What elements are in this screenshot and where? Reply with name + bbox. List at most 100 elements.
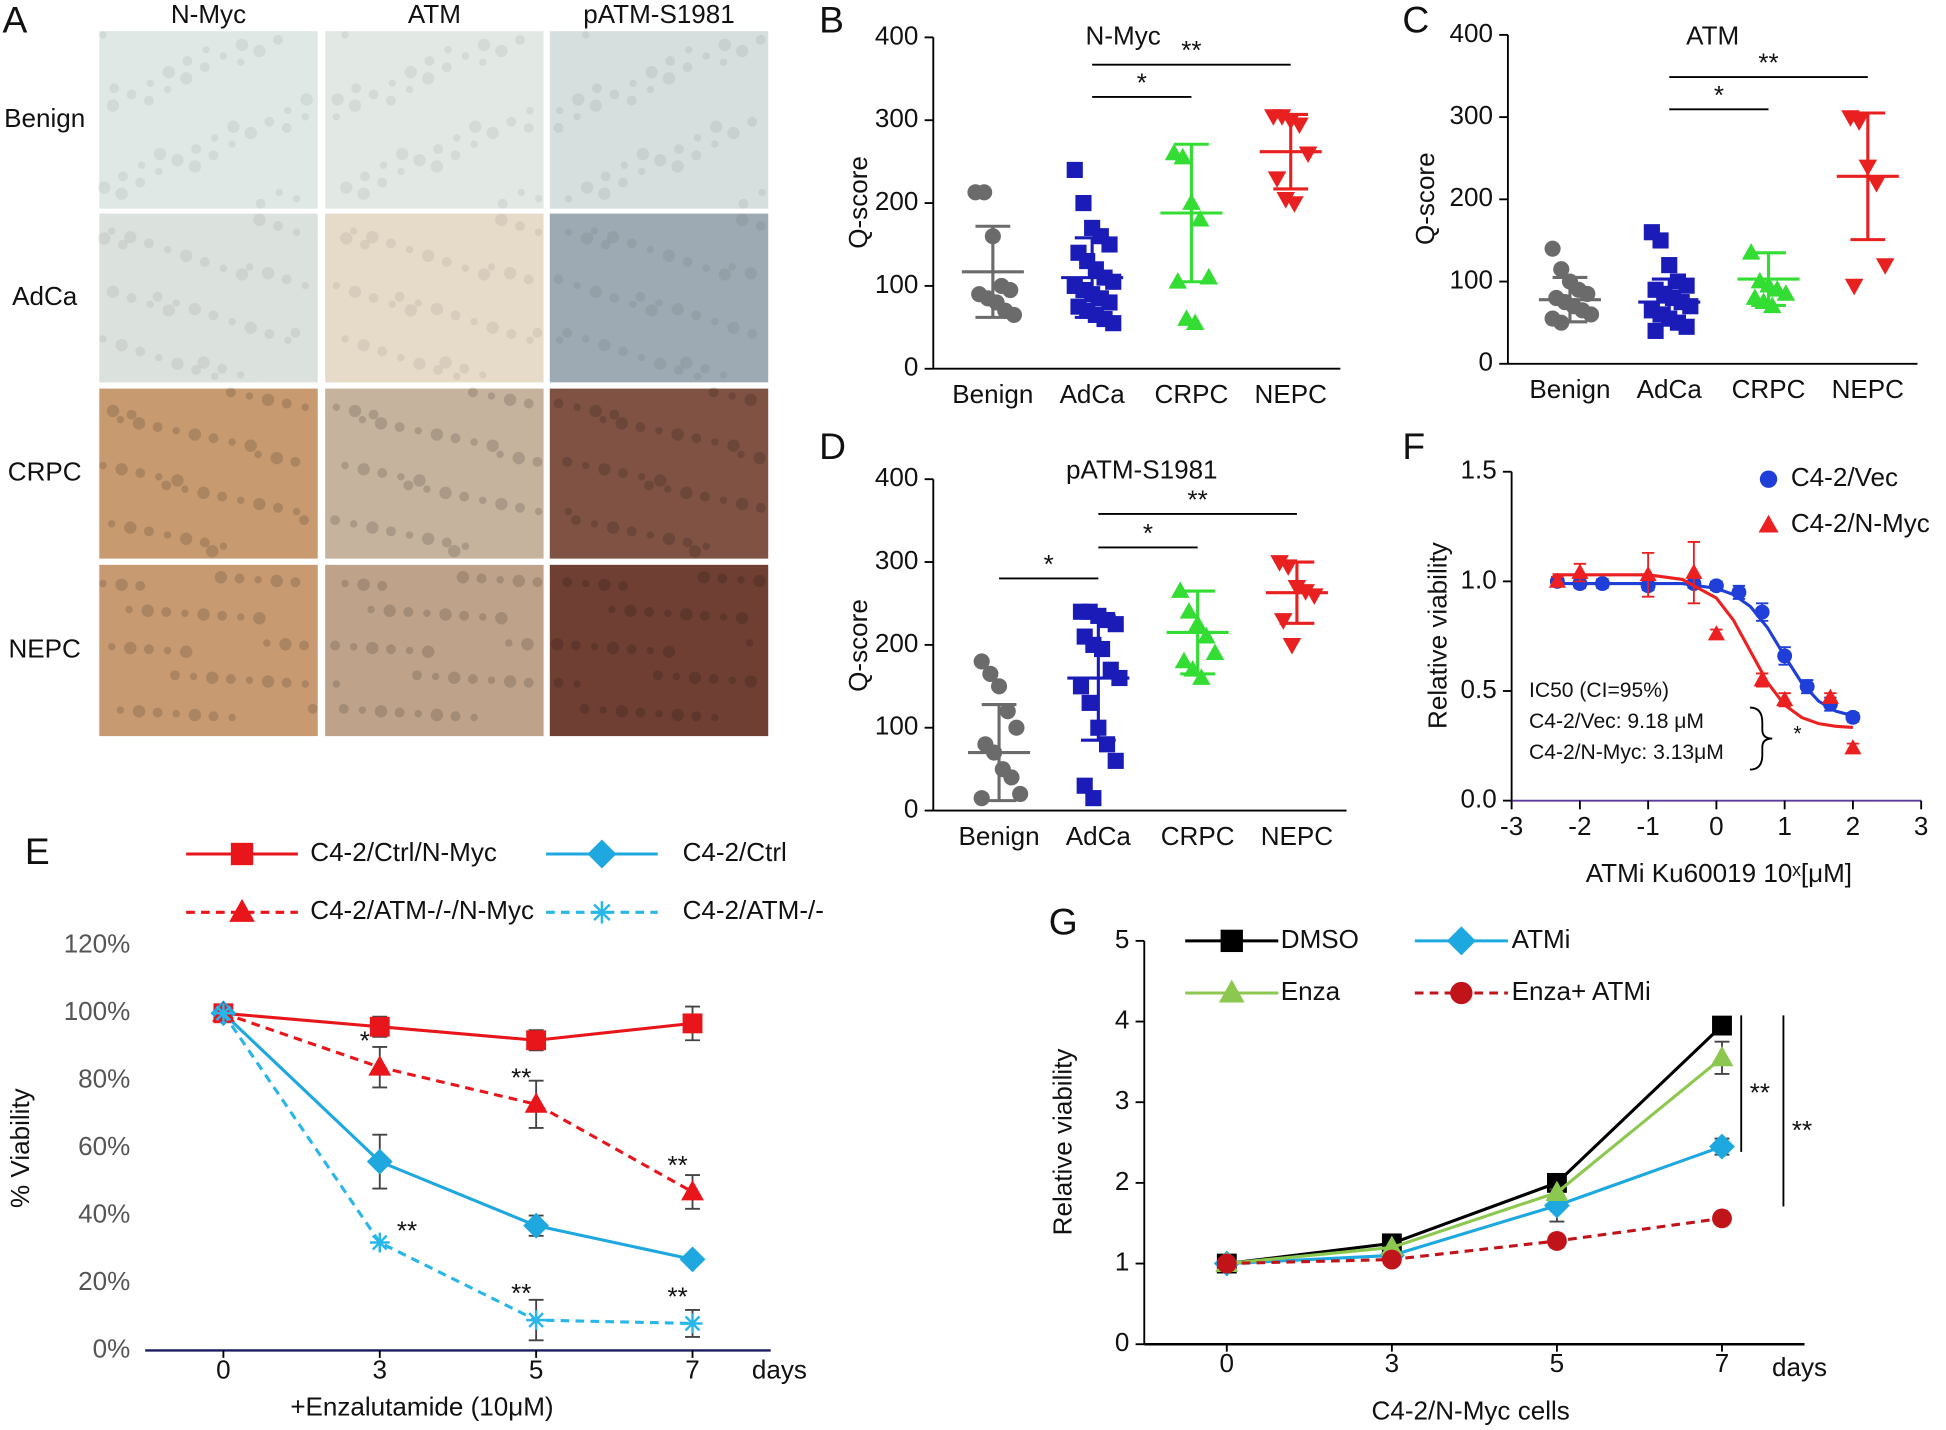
cell-texture [682,62,693,73]
cell-texture [728,392,736,400]
cell-texture [385,526,396,537]
cell-texture [600,171,611,182]
marker [1582,306,1600,323]
marker [1647,322,1664,339]
cell-texture [163,646,172,655]
cell-texture [394,291,405,302]
cell-texture [598,187,611,200]
sd-bar [1850,111,1886,242]
micrograph [325,31,544,209]
marker [369,1232,390,1253]
cell-texture [570,640,581,651]
cell-texture [479,613,487,621]
marker [1450,981,1473,1005]
panel-letter: C [1402,0,1429,40]
marker [982,665,999,682]
cell-texture [261,266,275,280]
cell-texture [495,611,508,625]
cell-texture [414,427,422,435]
cell-texture [450,711,461,722]
cell-texture [255,198,266,209]
marker [1758,514,1779,533]
cell-texture [341,335,349,343]
annotation: C4-2/N-Myc: 3.13μM [1529,741,1724,764]
cell-texture [693,372,702,380]
cell-texture [562,456,573,467]
cell-texture [191,144,202,155]
cell-texture [366,641,379,655]
cell-texture [615,705,628,718]
marker [1685,563,1703,579]
cell-texture [609,409,620,420]
x-tick-label: 5 [1550,1348,1565,1378]
cell-texture [523,123,534,133]
x-tick-label: 0 [216,1354,231,1384]
cell-texture [709,120,723,133]
cell-texture [358,415,367,424]
cell-texture [487,676,496,684]
marker [1777,648,1793,664]
cell-texture [397,167,405,176]
marker [526,1030,547,1051]
cell-texture [626,95,637,106]
cell-texture [470,317,478,326]
cell-texture [143,644,154,655]
cell-texture [534,507,543,516]
cell-texture [556,336,564,344]
cell-texture [755,221,766,231]
cell-texture [711,713,719,722]
annotation: IC50 (CI=95%) [1529,679,1669,702]
cell-texture [430,160,444,173]
marker [1185,313,1205,331]
cell-texture [691,433,702,444]
cell-texture [680,486,693,500]
column-label: ATM [408,0,461,29]
series-line [1226,1056,1723,1266]
cell-texture [459,363,470,374]
cell-texture [214,571,228,584]
cell-texture [671,708,684,722]
marker [1678,318,1695,335]
cell-texture [284,336,292,344]
cell-texture [523,398,534,409]
cell-texture [208,433,219,444]
sd-bar [1074,236,1110,319]
cell-texture [487,392,496,400]
cell-texture [486,439,499,452]
y-tick-label: 1.0 [1461,564,1497,594]
marker [1867,176,1886,193]
cell-texture [219,264,228,272]
cell-texture [598,338,611,352]
cell-texture [635,707,646,718]
y-tick-label: 4 [1115,1004,1130,1034]
cell-texture [349,643,358,651]
marker [1276,192,1296,209]
cell-texture [599,706,607,714]
marker [1267,171,1287,188]
cell-texture [377,346,388,357]
significance-label: * [1137,67,1147,97]
marker [976,184,993,201]
cell-texture [340,232,353,245]
cell-texture [153,147,167,161]
cell-texture [573,403,581,411]
cell-texture [654,474,667,487]
cell-texture [404,65,417,79]
cell-texture [589,99,602,112]
sd-bar [1273,112,1309,191]
sd-bar [1552,275,1588,324]
cell-texture [330,640,341,651]
cell-texture [608,605,616,614]
significance-label: ** [1181,35,1201,65]
cell-texture [179,532,193,545]
panel-title: ATM [1686,20,1739,50]
cell-texture [717,573,728,584]
cell-texture [582,579,590,588]
cell-texture [292,507,301,516]
row-label: Benign [4,103,85,133]
cell-texture [470,140,478,148]
cell-texture [745,639,754,647]
cell-texture [450,310,461,321]
cell-texture [735,611,749,625]
